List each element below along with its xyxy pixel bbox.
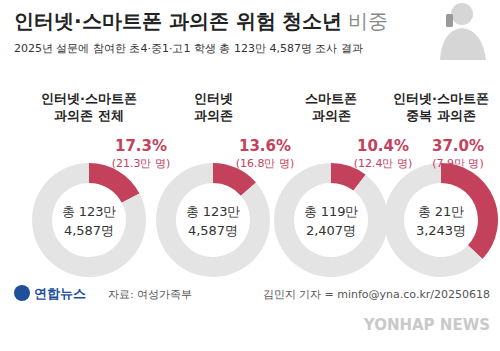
center-label-line: 총 119만 [304,204,359,219]
chart-title-line: 인터넷·스마트폰 [41,91,137,106]
logo-icon [14,285,30,301]
center-label: 총 119만 2,407명 [304,204,359,238]
center-label: 총 123만 4,587명 [62,204,117,238]
chart-title: 인터넷·스마트폰중복 과의존 [393,91,489,123]
center-label-line: 총 123만 [62,204,117,219]
donut-chart: 스마트폰과의존총 119만 2,407명 10.4% (12.4만 명) [274,91,412,277]
icon-body [440,28,486,60]
chart-title-line: 과의존 [194,108,233,123]
center-label: 총 21만 3,243명 [416,204,466,238]
watermark: YONHAP NEWS [363,316,490,334]
title-suffix: 비중 [348,9,388,33]
chart-title-line: 스마트폰 [305,91,357,106]
center-label-line: 2,407명 [306,223,356,238]
donut-slice [156,163,270,277]
count-label: (7.9만 명) [432,157,484,170]
donut-slice [384,163,483,277]
center-label-line: 4,587명 [188,223,238,238]
icon [440,3,486,60]
donut-chart: 인터넷과의존총 123만 4,587명 13.6% (16.8만 명) [156,91,294,277]
data-label: 10.4% [357,137,409,155]
center-label: 총 123만 4,587명 [186,204,241,238]
data-label: 37.0% [432,137,484,155]
chart-title: 인터넷·스마트폰과의존 전체 [41,91,137,123]
chart-title-line: 중복 과의존 [406,108,476,123]
title-group: 인터넷·스마트폰 과의존 위험 청소년비중 [14,9,388,33]
donut-slice [32,163,146,277]
center-label-line: 총 21만 [418,204,465,219]
count-label: (16.8만 명) [236,157,295,170]
count-label: (12.4만 명) [354,157,413,170]
subtitle: 2025년 설문에 참여한 초4·중1·고1 학생 총 123만 4,587명 … [14,42,363,55]
data-label: 13.6% [239,137,291,155]
count-label: (21.3만 명) [112,157,171,170]
center-label-line: 3,243명 [416,223,466,238]
donut-slice [274,163,388,277]
center-label-line: 총 123만 [186,204,241,219]
credit: 김민지 기자 = minfo@yna.co.kr/20250618 [263,288,490,301]
chart-title-line: 과의존 [312,108,351,123]
chart-title: 인터넷과의존 [194,91,233,123]
chart-root: 인터넷·스마트폰 과의존 위험 청소년비중 2025년 설문에 참여한 초4·중1… [0,0,500,351]
logo: 연합뉴스 [34,286,86,301]
background [0,0,500,351]
chart-svg: 인터넷·스마트폰 과의존 위험 청소년비중 2025년 설문에 참여한 초4·중1… [0,0,500,351]
data-label: 17.3% [115,137,167,155]
chart-title-line: 인터넷·스마트폰 [393,91,489,106]
icon-phone [446,14,453,27]
icon-head [451,3,473,25]
chart-title: 스마트폰과의존 [305,91,357,123]
source: 자료: 여성가족부 [108,288,192,301]
chart-title-line: 인터넷 [194,91,233,106]
center-label-line: 4,587명 [64,223,114,238]
donut-chart: 인터넷·스마트폰과의존 전체총 123만 4,587명 17.3% (21.3만 명) [32,91,170,277]
title: 인터넷·스마트폰 과의존 위험 청소년 [14,9,343,33]
chart-title-line: 과의존 전체 [54,108,124,123]
donut-chart: 인터넷·스마트폰중복 과의존총 21만 3,243명 37.0% (7.9만 명) [384,91,498,277]
